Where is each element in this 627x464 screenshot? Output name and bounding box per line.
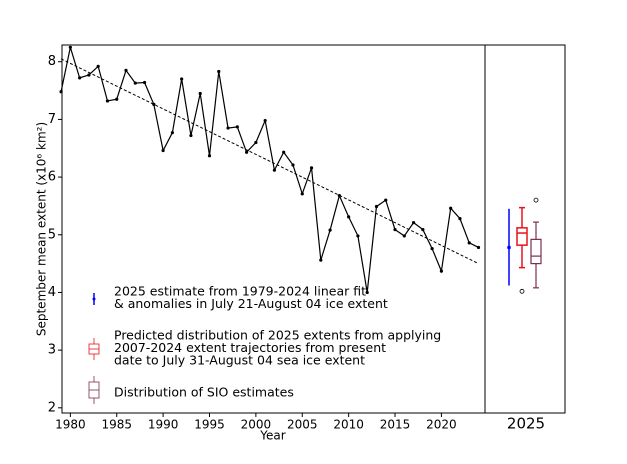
y-tick-label: 4 — [48, 285, 56, 300]
data-point — [133, 81, 137, 85]
data-point — [96, 64, 100, 68]
y-tick-label: 3 — [48, 343, 56, 358]
data-point — [198, 91, 202, 96]
data-point — [115, 97, 119, 101]
data-line — [60, 47, 479, 293]
data-point — [449, 206, 453, 210]
trend-line — [60, 58, 479, 265]
box — [530, 238, 542, 265]
legend-icon — [92, 297, 96, 301]
data-point — [328, 228, 332, 232]
data-point — [347, 215, 351, 219]
estimate-point — [507, 245, 511, 250]
data-point — [356, 234, 360, 238]
x-tick-label: 2020 — [426, 418, 457, 432]
data-point — [319, 258, 323, 262]
box — [516, 227, 528, 246]
x-tick-label: 2010 — [333, 418, 364, 432]
data-point — [458, 217, 462, 221]
y-tick-label: 2 — [48, 400, 56, 415]
x-tick-label: 1985 — [101, 418, 132, 432]
outlier — [519, 288, 525, 294]
data-point — [78, 76, 82, 80]
data-point — [263, 118, 267, 123]
data-point — [254, 140, 258, 145]
data-point — [282, 150, 286, 154]
data-point — [124, 68, 128, 72]
data-point — [244, 150, 249, 154]
data-point — [430, 247, 434, 251]
data-point — [374, 204, 379, 209]
data-point — [291, 163, 295, 167]
y-tick-label: 6 — [48, 170, 56, 185]
data-point — [226, 126, 230, 130]
data-point — [161, 148, 165, 153]
outlier — [533, 197, 539, 203]
data-point — [476, 245, 481, 250]
y-axis-label: September mean extent (x10⁶ km²) — [35, 122, 49, 336]
legend-label: & anomalies in July 21-August 04 ice ext… — [114, 296, 388, 311]
data-point — [170, 131, 174, 135]
legend-label: Predicted distribution of 2025 extents f… — [114, 328, 441, 343]
legend-label: 2007-2024 extent trajectories from prese… — [114, 340, 386, 355]
data-point — [411, 221, 416, 225]
data-point — [207, 154, 212, 158]
data-point — [365, 290, 369, 295]
data-point — [217, 69, 221, 74]
data-point — [384, 198, 388, 202]
data-point — [467, 241, 471, 245]
data-point — [421, 227, 425, 232]
panel-label: 2025 — [507, 415, 545, 433]
x-tick-label: 1990 — [148, 418, 179, 432]
data-point — [439, 269, 444, 273]
data-point — [180, 77, 184, 81]
data-point — [189, 133, 193, 138]
data-point — [59, 90, 63, 94]
legend-label: 2025 estimate from 1979-2024 linear fit — [114, 284, 366, 299]
legend-label: date to July 31-August 04 sea ice extent — [114, 353, 365, 368]
y-tick-label: 8 — [48, 54, 56, 69]
data-point — [105, 99, 110, 103]
legend-label: Distribution of SIO estimates — [114, 385, 294, 400]
y-tick-label: 7 — [48, 112, 56, 127]
data-point — [235, 125, 239, 129]
data-point — [300, 192, 304, 196]
x-tick-label: 2005 — [287, 418, 318, 432]
data-point — [272, 168, 277, 172]
x-tick-label: 1995 — [194, 418, 225, 432]
y-tick-label: 5 — [48, 227, 56, 242]
x-tick-label: 1980 — [55, 418, 86, 432]
data-point — [393, 227, 397, 232]
x-tick-label: 2000 — [241, 418, 272, 432]
x-tick-label: 2015 — [380, 418, 411, 432]
data-point — [87, 73, 91, 77]
data-point — [142, 80, 147, 85]
x-axis-label: Year — [259, 429, 285, 443]
data-point — [309, 166, 314, 170]
data-point — [68, 45, 72, 49]
data-point — [402, 234, 406, 238]
panel-frame — [484, 44, 566, 414]
